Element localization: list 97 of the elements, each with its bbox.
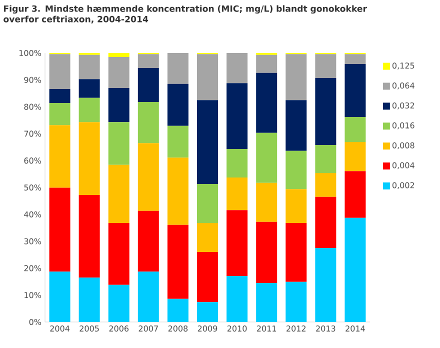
bar — [78, 278, 100, 322]
legend-label: 0,125 — [392, 62, 414, 70]
bar — [256, 282, 278, 322]
x-tick-label: 2008 — [168, 326, 188, 332]
bar — [49, 188, 70, 272]
bar — [167, 224, 188, 299]
legend-label: 0,004 — [392, 162, 414, 170]
bar — [197, 54, 218, 100]
bar — [256, 72, 278, 133]
bar — [197, 100, 218, 184]
bar — [108, 284, 130, 322]
bar — [226, 276, 248, 322]
x-tick-label: 2010 — [227, 326, 247, 332]
bar — [286, 54, 307, 100]
bar — [344, 218, 366, 322]
y-tick-label: 60% — [24, 158, 42, 164]
bar — [197, 252, 218, 302]
bar — [167, 298, 188, 322]
bar — [108, 222, 130, 285]
bar — [167, 52, 188, 84]
bar — [315, 144, 336, 173]
bar — [49, 54, 70, 90]
bar — [78, 195, 100, 278]
bar — [286, 222, 307, 282]
bar — [286, 150, 307, 190]
bar — [49, 103, 70, 126]
bar — [286, 282, 307, 322]
bar — [49, 272, 70, 322]
y-tick-label: 50% — [24, 184, 42, 191]
bar — [78, 122, 100, 196]
x-tick-label: 2004 — [50, 326, 70, 332]
y-tick-label: 40% — [24, 211, 42, 218]
x-tick-label: 2011 — [256, 326, 276, 332]
bar — [49, 125, 70, 188]
bar — [315, 172, 336, 197]
bar — [78, 79, 100, 98]
bar — [256, 182, 278, 222]
bar — [197, 184, 218, 223]
bar — [138, 54, 159, 68]
bar — [344, 142, 366, 172]
bar — [226, 149, 248, 178]
legend-label: 0,008 — [392, 142, 414, 150]
bar — [315, 248, 336, 322]
bar — [138, 210, 159, 272]
chart-title: Figur 3. Mindste hæmmende koncentration (MIC; mg/L) blandt gonokokker overfor ceftriaxon, 2004-2014 — [4, 5, 367, 24]
bar — [256, 54, 278, 73]
y-tick-label: 70% — [24, 130, 42, 137]
bar — [286, 189, 307, 223]
bar — [315, 54, 336, 78]
bar — [108, 52, 130, 58]
x-tick-label: 2006 — [109, 326, 129, 332]
bar — [315, 78, 336, 145]
bar — [286, 100, 307, 151]
bar — [256, 222, 278, 283]
x-tick-label: 2005 — [80, 326, 99, 332]
legend-label: 0,002 — [392, 182, 414, 190]
bar — [138, 102, 159, 144]
bar — [167, 84, 188, 126]
bar — [49, 89, 70, 104]
bar — [108, 122, 130, 165]
legend-label: 0,016 — [392, 122, 414, 130]
bar — [138, 68, 159, 102]
x-tick-label: 2014 — [346, 326, 365, 332]
bar — [197, 222, 218, 252]
y-tick-label: 10% — [24, 292, 42, 298]
x-tick-label: 2013 — [316, 326, 336, 332]
bar — [256, 132, 278, 183]
y-tick-label: 20% — [24, 265, 42, 272]
bar — [167, 158, 188, 225]
y-tick-label: 30% — [24, 238, 42, 244]
bar — [344, 117, 366, 142]
legend-label: 0,064 — [392, 82, 414, 90]
bar — [344, 54, 366, 64]
x-tick-label: 2007 — [138, 326, 158, 332]
y-tick-label: 100% — [19, 50, 42, 56]
bar — [78, 98, 100, 122]
bar — [226, 178, 248, 210]
y-tick-label: 0% — [29, 318, 42, 326]
bar — [108, 164, 130, 223]
bar — [226, 210, 248, 276]
bar — [108, 88, 130, 122]
bar — [226, 52, 248, 84]
bar — [315, 196, 336, 248]
bar — [138, 272, 159, 322]
legend-label: 0,032 — [392, 102, 414, 110]
bar — [138, 143, 159, 211]
bar — [226, 83, 248, 150]
bar — [108, 57, 130, 88]
y-tick-label: 80% — [24, 104, 42, 110]
bar — [78, 54, 100, 80]
x-tick-label: 2012 — [286, 326, 306, 332]
x-tick-label: 2009 — [198, 326, 218, 332]
bar — [167, 126, 188, 158]
bar — [197, 302, 218, 322]
bar — [344, 64, 366, 118]
bar — [344, 171, 366, 218]
y-tick-label: 90% — [24, 76, 42, 83]
